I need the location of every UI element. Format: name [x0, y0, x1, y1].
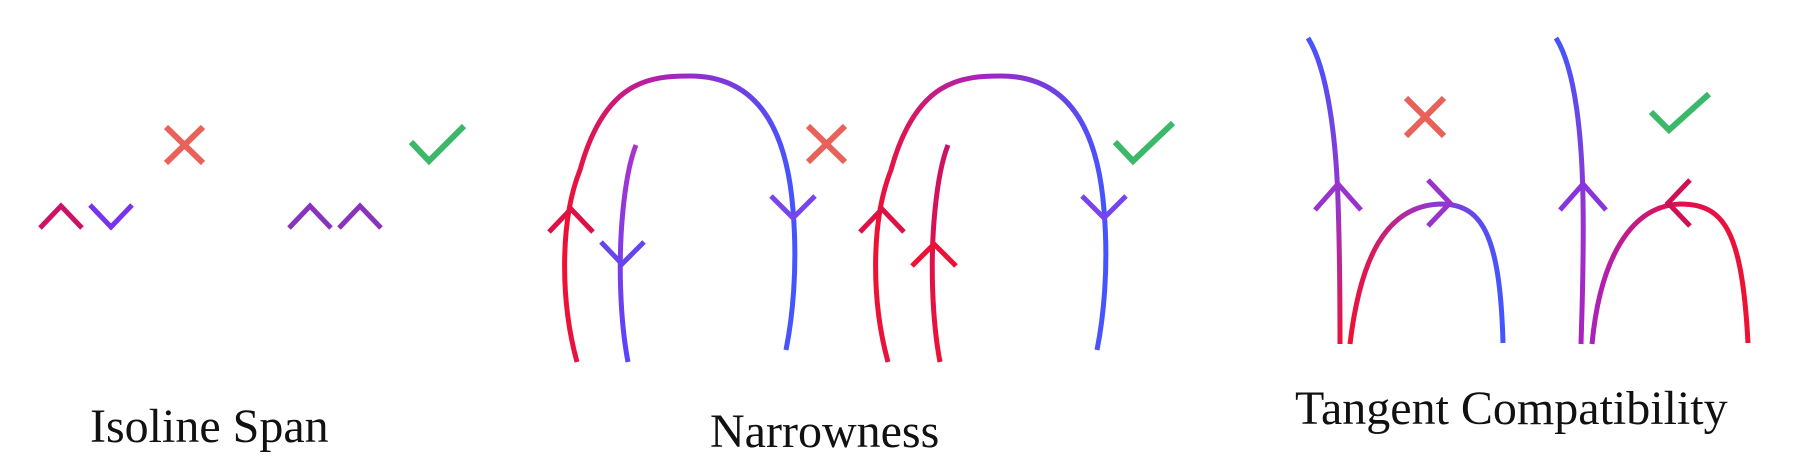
arrowhead-up-icon — [337, 202, 383, 230]
inner-curve — [929, 144, 951, 363]
arrowhead-up-icon — [858, 205, 906, 234]
arrowhead-down-icon — [1080, 194, 1128, 222]
arrowhead-left-icon — [1664, 178, 1692, 228]
tangent-arch — [1589, 201, 1751, 345]
left-curve — [1553, 36, 1586, 345]
left-curve — [1305, 36, 1343, 345]
arrowhead-up-icon — [287, 202, 333, 230]
check-icon — [1648, 91, 1712, 135]
arrowhead-up-icon — [1313, 180, 1363, 212]
caption-narrowness: Narrowness — [710, 405, 940, 458]
isoline-span-invalid-panel — [38, 73, 206, 353]
arrowhead-down-icon — [599, 240, 646, 268]
arch-curve — [562, 73, 798, 363]
caption-isoline-span: Isoline Span — [90, 400, 329, 453]
narrowness-invalid-panel — [547, 73, 848, 363]
arch-curve — [873, 73, 1109, 363]
narrowness-valid-panel — [858, 73, 1176, 363]
arrowhead-up-icon — [547, 205, 595, 234]
arrowhead-down-icon — [88, 203, 134, 231]
arrowhead-up-icon — [1558, 180, 1608, 212]
cross-icon — [163, 124, 206, 166]
isoline-span-valid-panel — [287, 73, 467, 353]
caption-tangent-compatibility: Tangent Compatibility — [1295, 382, 1728, 435]
tangent-arch — [1347, 201, 1506, 345]
cross-icon — [805, 123, 848, 165]
cross-icon — [1403, 95, 1447, 139]
arrowhead-down-icon — [769, 194, 817, 222]
inner-curve — [617, 144, 639, 363]
tangent-compatibility-invalid-panel — [1305, 36, 1506, 345]
arrowhead-up-icon — [910, 240, 958, 268]
check-icon — [1112, 120, 1176, 166]
arrowhead-up-icon — [38, 202, 84, 230]
check-icon — [408, 123, 467, 166]
arrowhead-right-icon — [1426, 178, 1454, 228]
tangent-compatibility-valid-panel — [1553, 36, 1751, 345]
